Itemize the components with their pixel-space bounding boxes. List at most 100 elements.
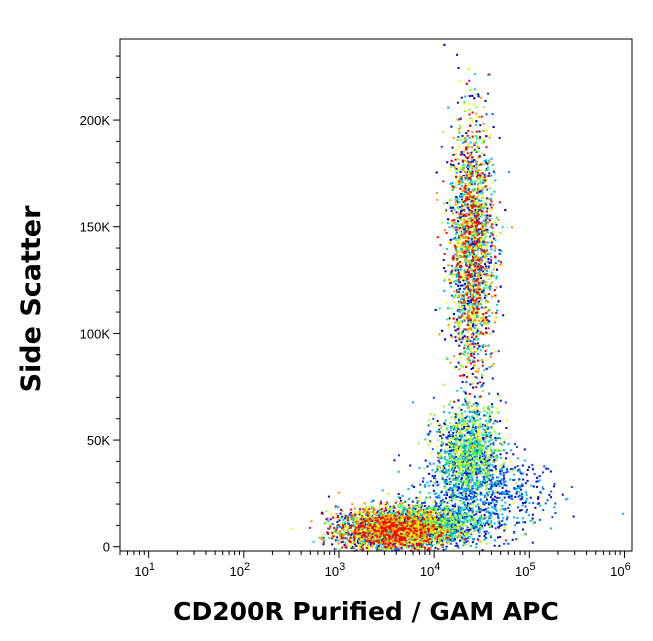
event-dot xyxy=(438,430,441,433)
event-dot xyxy=(467,480,470,483)
event-dot xyxy=(468,444,471,447)
event-dot xyxy=(454,503,457,506)
event-dot xyxy=(486,294,489,297)
event-dot xyxy=(455,249,457,252)
event-dot xyxy=(490,469,493,472)
event-dot xyxy=(524,521,527,524)
event-dot xyxy=(352,517,355,520)
event-dot xyxy=(476,455,479,458)
event-dot xyxy=(478,204,481,207)
event-dot xyxy=(480,179,483,182)
event-dot xyxy=(524,482,527,485)
event-dot xyxy=(495,216,498,219)
event-dot xyxy=(339,512,342,515)
event-dot xyxy=(471,458,473,461)
event-dot xyxy=(481,282,484,285)
event-dot xyxy=(466,404,469,406)
event-dot xyxy=(451,513,454,516)
event-dot xyxy=(484,161,487,164)
event-dot xyxy=(478,300,481,303)
event-dot xyxy=(463,335,466,338)
event-dot xyxy=(492,455,495,458)
event-dot xyxy=(404,508,407,511)
event-dot xyxy=(467,302,470,305)
event-dot xyxy=(421,502,424,504)
event-dot xyxy=(542,509,545,512)
event-dot xyxy=(503,441,506,444)
event-dot xyxy=(449,508,452,511)
event-dot xyxy=(451,536,453,539)
event-dot xyxy=(489,496,492,499)
event-dot xyxy=(473,449,476,451)
event-dot xyxy=(433,549,436,552)
event-dot xyxy=(400,512,403,515)
event-dot xyxy=(472,527,475,530)
event-dot xyxy=(506,516,509,519)
event-dot xyxy=(472,452,475,455)
event-dot xyxy=(457,182,460,185)
event-dot xyxy=(455,478,458,481)
event-dot xyxy=(368,529,371,532)
event-dot xyxy=(463,464,466,467)
event-dot xyxy=(469,520,472,523)
event-dot xyxy=(454,198,457,201)
event-dot xyxy=(474,135,477,137)
event-dot xyxy=(446,513,449,516)
event-dot xyxy=(470,237,473,240)
event-dot xyxy=(451,154,454,156)
event-dot xyxy=(468,165,471,168)
event-dot xyxy=(468,410,471,413)
event-dot xyxy=(499,437,502,440)
event-dot xyxy=(463,101,466,104)
event-dot xyxy=(468,183,471,186)
event-dot xyxy=(489,436,492,439)
event-dot xyxy=(492,170,495,173)
event-dot xyxy=(460,200,463,202)
event-dot xyxy=(468,476,471,479)
event-dot xyxy=(462,284,465,287)
event-dot xyxy=(476,232,479,234)
event-dot xyxy=(468,446,471,449)
event-dot xyxy=(480,260,483,262)
event-dot xyxy=(355,544,358,547)
event-dot xyxy=(472,427,475,430)
event-dot xyxy=(503,484,506,486)
event-dot xyxy=(522,517,525,520)
event-dot xyxy=(495,509,498,512)
event-dot xyxy=(476,382,479,385)
event-dot xyxy=(450,532,452,535)
event-dot xyxy=(438,461,441,464)
event-dot xyxy=(333,529,336,532)
event-dot xyxy=(427,419,430,422)
event-dot xyxy=(462,228,465,231)
event-dot xyxy=(471,302,474,305)
event-dot xyxy=(465,451,468,454)
event-dot xyxy=(459,293,461,296)
event-dot xyxy=(476,476,478,479)
event-dot xyxy=(501,507,504,510)
event-dot xyxy=(411,500,414,503)
event-dot xyxy=(475,402,478,404)
event-dot xyxy=(483,202,486,205)
event-dot xyxy=(494,483,497,486)
event-dot xyxy=(485,542,488,545)
event-dot xyxy=(492,485,495,488)
event-dot xyxy=(498,249,501,251)
event-dot xyxy=(499,231,502,234)
event-dot xyxy=(500,456,503,459)
event-dot xyxy=(488,420,490,423)
event-dot xyxy=(442,530,445,533)
event-dot xyxy=(432,489,435,492)
event-dot xyxy=(466,419,469,422)
event-dot xyxy=(445,523,448,526)
event-dot xyxy=(461,134,464,137)
event-dot xyxy=(471,341,474,344)
event-dot xyxy=(454,545,457,547)
event-dot xyxy=(485,367,488,370)
event-dot xyxy=(468,242,471,245)
event-dot xyxy=(489,456,492,459)
event-dot xyxy=(483,173,486,176)
event-dot xyxy=(466,340,469,343)
event-dot xyxy=(463,225,465,227)
event-dot xyxy=(438,512,441,515)
